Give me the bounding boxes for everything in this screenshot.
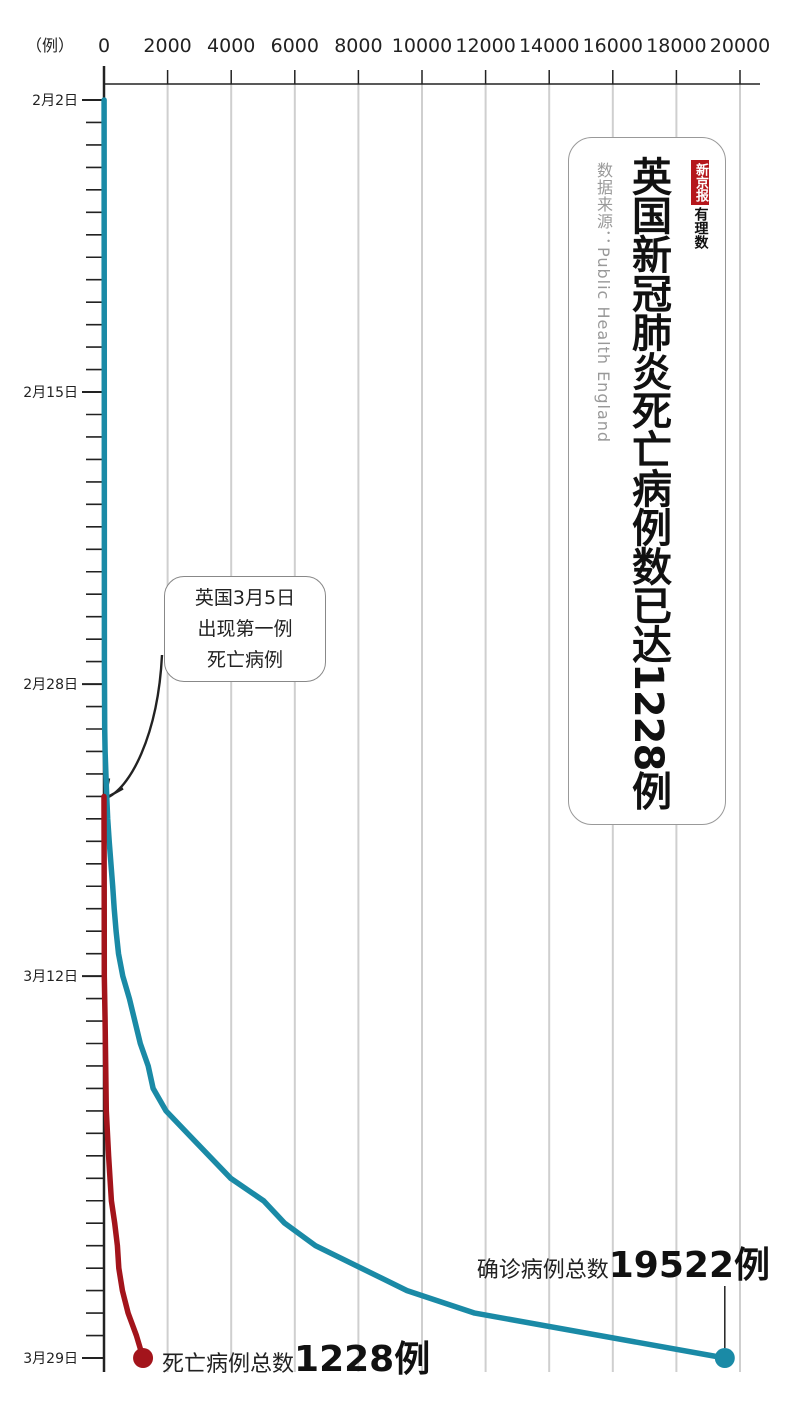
callout-arrow bbox=[103, 654, 164, 800]
x-tick-label: 16000 bbox=[583, 35, 643, 57]
callout-line-1: 英国3月5日 bbox=[194, 586, 296, 609]
x-tick-label: 20000 bbox=[710, 35, 770, 57]
confirmed-end-dot bbox=[714, 1348, 735, 1368]
data-source: 数据来源：Public Health England bbox=[594, 162, 613, 444]
x-tick-label: 18000 bbox=[646, 35, 706, 57]
deaths-end-dot bbox=[133, 1348, 154, 1368]
x-axis: 0 2000 4000 6000 8000 10000 12000 14000 16000 180… bbox=[26, 35, 770, 85]
x-tick-label: 6000 bbox=[271, 35, 319, 57]
y-tick-label: 2月15日 bbox=[23, 385, 78, 401]
deaths-line bbox=[101, 793, 146, 1361]
x-tick-label: 0 bbox=[98, 35, 110, 57]
first-death-callout: 英国3月5日 出现第一例 死亡病例 bbox=[164, 576, 326, 682]
confirmed-line bbox=[101, 97, 728, 1361]
logo-text: 有理数 bbox=[692, 207, 709, 249]
x-tick-label: 4000 bbox=[207, 35, 255, 57]
x-tick-label: 14000 bbox=[519, 35, 579, 57]
deaths-total-label: 死亡病例总数1228例 bbox=[162, 1330, 430, 1382]
deaths-label-text: 死亡病例总数 bbox=[162, 1352, 295, 1377]
unit-label: （例） bbox=[26, 36, 74, 55]
y-tick-label: 3月12日 bbox=[23, 969, 78, 985]
confirmed-label-text: 确诊病例总数 bbox=[476, 1258, 609, 1283]
title-card: 新京报 有理数 数据来源：Public Health England 英国新冠肺… bbox=[568, 137, 726, 825]
y-axis: 2月2日 2月15日 2月28日 3月12日 3月29日 bbox=[23, 66, 106, 1372]
logo: 新京报 有理数 bbox=[689, 160, 711, 249]
y-tick-label: 2月28日 bbox=[23, 677, 78, 693]
x-tick-label: 8000 bbox=[334, 35, 382, 57]
x-tick-label: 10000 bbox=[392, 35, 452, 57]
confirmed-total-value: 19522例 bbox=[608, 1245, 770, 1286]
x-tick-label: 2000 bbox=[143, 35, 191, 57]
deaths-total-value: 1228例 bbox=[294, 1339, 431, 1380]
x-tick-label: 12000 bbox=[455, 35, 515, 57]
chart-title: 英国新冠肺炎死亡病例数已达1228例 bbox=[625, 156, 671, 810]
y-tick-label: 3月29日 bbox=[23, 1351, 78, 1367]
callout-line-3: 死亡病例 bbox=[206, 648, 283, 671]
callout-line-2: 出现第一例 bbox=[197, 617, 293, 640]
confirmed-total-label: 确诊病例总数19522例 bbox=[477, 1236, 770, 1288]
y-tick-label: 2月2日 bbox=[32, 93, 78, 109]
series-group bbox=[101, 97, 735, 1368]
logo-mark: 新京报 bbox=[691, 160, 709, 205]
